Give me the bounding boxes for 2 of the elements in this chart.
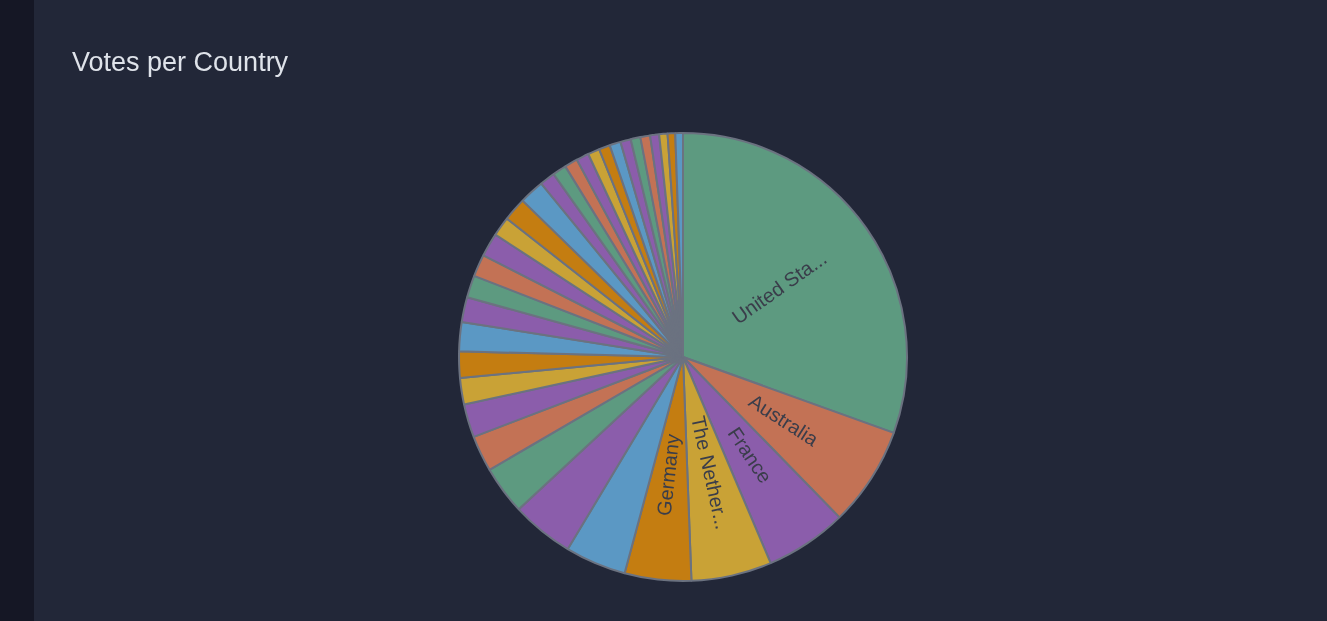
slice-label: Germany xyxy=(652,432,684,517)
text: Votes per Country xyxy=(72,47,289,78)
